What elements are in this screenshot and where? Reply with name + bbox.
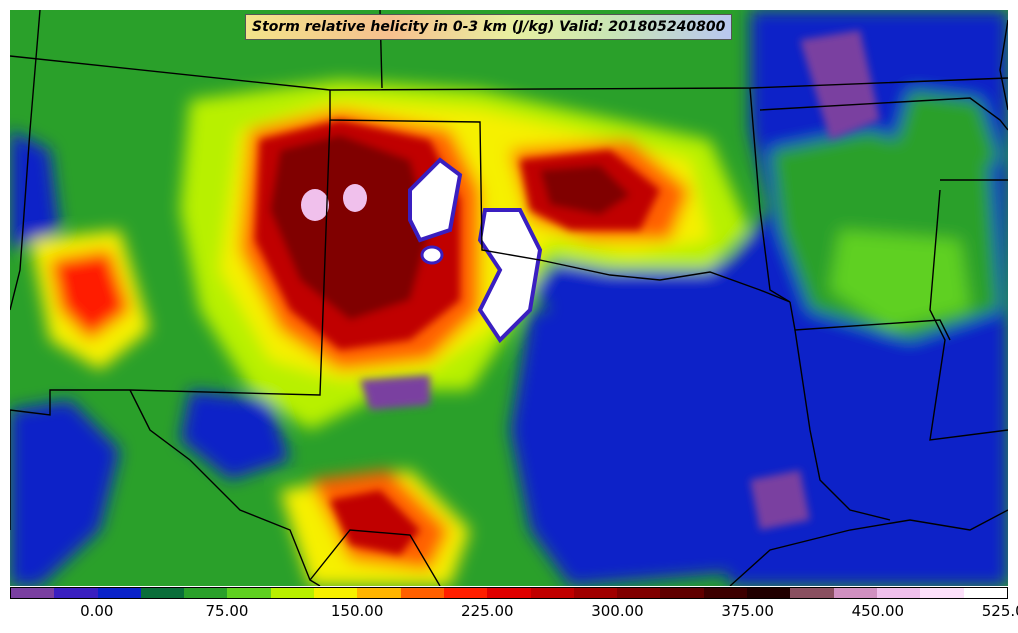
helicity-max-1 (301, 189, 329, 221)
colorbar-segment (184, 588, 228, 598)
colorbar-segment (876, 588, 921, 598)
colorbar-segment (357, 588, 401, 598)
colorbar-segment (660, 588, 704, 598)
colorbar-tick-label: 525.00 (981, 602, 1018, 620)
colorbar-tick-label: 375.00 (721, 602, 774, 620)
colorbar-segment (54, 588, 98, 598)
colorbar-tick-label: 0.00 (80, 602, 114, 620)
colorbar-segment (530, 588, 574, 598)
colorbar-segment (97, 588, 141, 598)
colorbar-tick-label: 225.00 (461, 602, 514, 620)
colorbar-segment (227, 588, 271, 598)
colorbar-segment (400, 588, 444, 598)
colorbar-tick-label: 450.00 (851, 602, 905, 620)
colorbar-segment (573, 588, 618, 598)
helicity-max-4 (477, 208, 543, 344)
helicity-max-2 (343, 184, 367, 212)
colorbar-ticks: 0.00 75.00 150.00 225.00 300.00 375.00 450.00 5… (10, 600, 1018, 624)
colorbar-tick-label: 75.00 (205, 602, 249, 620)
colorbar-segment (920, 588, 964, 598)
colorbar-segment (833, 588, 877, 598)
map-title: Storm relative helicity in 0-3 km (J/kg)… (245, 14, 733, 40)
colorbar-segment (314, 588, 358, 598)
colorbar-segment (747, 588, 791, 598)
helicity-map (10, 10, 1008, 586)
colorbar-tick-label: 300.00 (591, 602, 644, 620)
colorbar-segment (11, 588, 55, 598)
colorbar-segment (617, 588, 661, 598)
helicity-max-3 (408, 157, 463, 243)
colorbar (10, 587, 1008, 599)
colorbar-tick-label: 150.00 (330, 602, 384, 620)
colorbar-segment (443, 588, 488, 598)
colorbar-segment (790, 588, 834, 598)
colorbar-segment (963, 588, 1007, 598)
colorbar-segment (140, 588, 185, 598)
colorbar-segment (270, 588, 315, 598)
colorbar-segment (487, 588, 531, 598)
colorbar-segment (703, 588, 748, 598)
state-boundaries (10, 10, 1008, 586)
